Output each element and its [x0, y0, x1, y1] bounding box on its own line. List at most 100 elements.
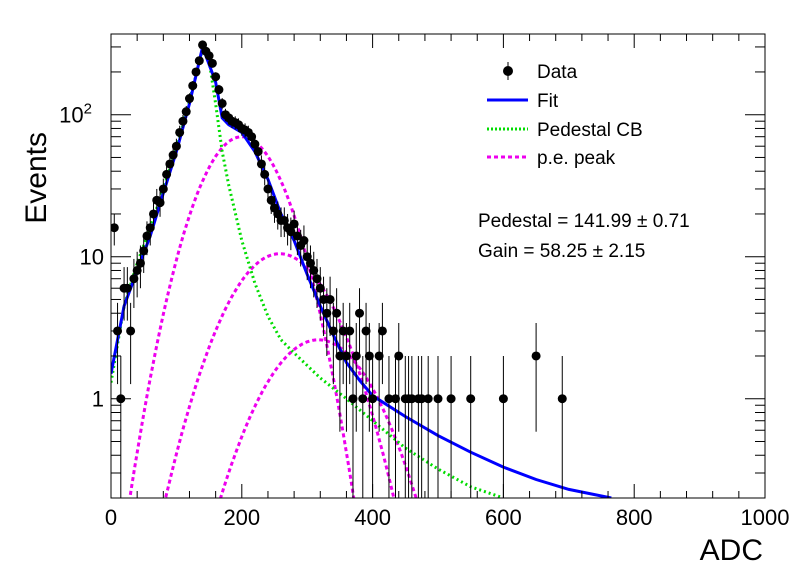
data-point-marker	[214, 85, 224, 95]
legend-item-data: Data	[503, 62, 578, 83]
data-point-marker	[116, 394, 126, 404]
data-point	[155, 191, 165, 217]
data-point	[122, 267, 132, 321]
data-point	[165, 155, 175, 174]
data-point	[345, 302, 355, 385]
data-point-marker	[446, 394, 456, 404]
data-point-marker	[433, 394, 443, 404]
data-point-marker	[335, 351, 345, 361]
data-point	[111, 213, 119, 246]
data-point-marker	[322, 308, 332, 318]
data-point-marker	[142, 231, 152, 241]
data-point-marker	[122, 283, 132, 293]
data-point-marker	[126, 326, 136, 336]
data-point-marker	[332, 308, 342, 318]
data-point-marker	[364, 351, 374, 361]
legend-label-pedestal: Pedestal CB	[537, 120, 643, 141]
data-point	[335, 322, 345, 432]
data-point-marker	[135, 258, 145, 268]
data-point-marker	[345, 326, 355, 336]
data-point-marker	[178, 116, 188, 126]
data-point-marker	[384, 394, 394, 404]
data-points-layer	[111, 40, 567, 498]
data-point-marker	[358, 394, 368, 404]
data-point-marker	[204, 51, 214, 61]
data-point-marker	[299, 236, 309, 246]
data-point-marker	[194, 56, 204, 66]
data-point	[129, 258, 139, 308]
data-point	[341, 322, 351, 432]
data-point	[417, 355, 427, 498]
data-point	[191, 67, 201, 77]
data-point-marker	[188, 81, 198, 91]
data-point	[132, 251, 142, 298]
data-point-marker	[361, 326, 371, 336]
data-point	[194, 56, 204, 66]
data-point	[358, 355, 368, 498]
data-point	[145, 213, 155, 246]
data-point-marker	[129, 274, 139, 284]
data-point	[498, 355, 508, 498]
data-point	[466, 355, 476, 498]
data-point	[328, 302, 338, 385]
data-point	[312, 258, 322, 308]
data-point-marker	[145, 223, 155, 233]
legend-label-pe-peak: p.e. peak	[537, 148, 616, 169]
x-tick-label: 600	[485, 505, 522, 530]
data-point-marker	[207, 58, 217, 68]
data-point-marker	[390, 394, 400, 404]
data-point-marker	[394, 351, 404, 361]
x-tick-label: 1000	[741, 505, 790, 530]
data-point	[162, 165, 172, 186]
data-point-marker	[181, 107, 191, 117]
data-point-marker	[557, 394, 567, 404]
data-point	[113, 302, 123, 385]
legend-item-pedestal: Pedestal CB	[487, 120, 643, 141]
data-point-marker	[374, 351, 384, 361]
data-point	[315, 267, 325, 321]
data-point	[149, 201, 159, 230]
data-point-marker	[315, 283, 325, 293]
data-point	[260, 165, 270, 186]
data-point	[557, 355, 567, 498]
pe-peak-curve-1	[128, 135, 356, 498]
data-point-marker	[158, 184, 168, 194]
data-point	[394, 322, 404, 432]
data-point-marker	[111, 223, 119, 233]
data-point	[407, 355, 417, 498]
annotation-gain: Gain = 58.25 ± 2.15	[478, 241, 645, 262]
x-tick-label: 0	[105, 505, 117, 530]
data-point	[207, 58, 217, 68]
legend-item-fit: Fit	[487, 91, 559, 112]
data-point-marker	[155, 198, 165, 208]
data-point	[211, 72, 221, 82]
data-point-marker	[319, 294, 329, 304]
data-point-marker	[355, 308, 365, 318]
data-point	[305, 245, 315, 289]
y-tick-label: 1	[92, 387, 104, 412]
data-point-marker	[256, 159, 266, 169]
data-point	[126, 302, 136, 385]
axis-ticks	[110, 34, 766, 499]
data-point-marker	[312, 274, 322, 284]
data-point-marker	[113, 326, 123, 336]
data-point-marker	[175, 127, 185, 137]
data-point	[377, 302, 387, 385]
legend-data-marker	[503, 66, 513, 76]
data-point-marker	[253, 147, 263, 157]
data-point-marker	[325, 294, 335, 304]
legend: Data Fit Pedestal CB p.e. peak	[487, 62, 643, 169]
data-point	[319, 276, 329, 337]
data-point-marker	[162, 169, 172, 179]
data-point	[188, 81, 198, 91]
data-point-marker	[289, 219, 299, 229]
data-point	[364, 322, 374, 432]
data-point	[433, 355, 443, 498]
data-point	[361, 302, 371, 385]
data-point	[338, 302, 348, 385]
data-point-marker	[309, 265, 319, 275]
axis-tick-labels: 0 200 400 600 800 1000 1 10 102	[59, 101, 789, 530]
data-point-marker	[466, 394, 476, 404]
data-point-marker	[305, 258, 315, 268]
data-point-marker	[348, 394, 358, 404]
